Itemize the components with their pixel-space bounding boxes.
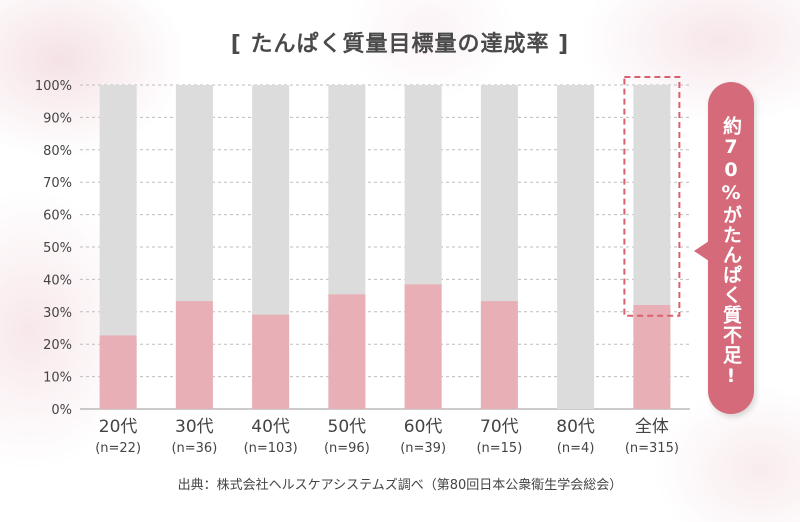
sample-size-label: (n=22) — [95, 441, 141, 456]
x-tick-label: 40代 — [251, 417, 290, 437]
bar-achieved — [99, 335, 137, 409]
x-tick-label: 60代 — [404, 417, 443, 437]
bar-achieved — [480, 301, 518, 409]
y-tick-label: 90% — [43, 111, 72, 126]
highlight-box — [623, 76, 681, 317]
y-tick-label: 20% — [43, 338, 72, 353]
x-tick-label: 50代 — [328, 417, 367, 437]
x-tick-label: 70代 — [480, 417, 519, 437]
sample-size-label: (n=315) — [625, 441, 679, 456]
callout-bubble: 約70%がたんぱく質不足! — [694, 82, 754, 414]
x-tick-label: 80代 — [556, 417, 595, 437]
sample-size-label: (n=96) — [324, 441, 370, 456]
source-note: 出典：株式会社ヘルスケアシステムズ調べ（第80回日本公衆衛生学会総会） — [177, 478, 623, 493]
y-tick-label: 60% — [43, 209, 72, 224]
sample-size-label: (n=39) — [400, 441, 446, 456]
bar-achieved — [252, 314, 290, 409]
sample-size-label: (n=15) — [476, 441, 522, 456]
bar-achieved — [404, 284, 442, 409]
sample-size-label: (n=103) — [244, 441, 298, 456]
callout-text: 約70%がたんぱく質不足! — [720, 116, 742, 388]
y-tick-label: 100% — [35, 79, 72, 94]
bar-achieved — [328, 294, 366, 409]
sample-size-label: (n=36) — [171, 441, 217, 456]
y-tick-label: 70% — [43, 176, 72, 191]
x-tick-label: 30代 — [175, 417, 214, 437]
chart-title: [ たんぱく質量目標量の達成率 ] — [230, 32, 570, 57]
bar-achieved — [633, 304, 671, 409]
x-tick-label: 20代 — [99, 417, 138, 437]
x-tick-label: 全体 — [635, 417, 669, 437]
y-tick-label: 30% — [43, 306, 72, 321]
y-tick-label: 50% — [43, 241, 72, 256]
y-tick-label: 10% — [43, 371, 72, 386]
y-tick-label: 0% — [51, 403, 72, 418]
bar-remainder — [557, 85, 595, 409]
y-tick-label: 80% — [43, 144, 72, 159]
y-tick-label: 40% — [43, 273, 72, 288]
sample-size-label: (n=4) — [557, 441, 595, 456]
bar-achieved — [175, 301, 213, 409]
